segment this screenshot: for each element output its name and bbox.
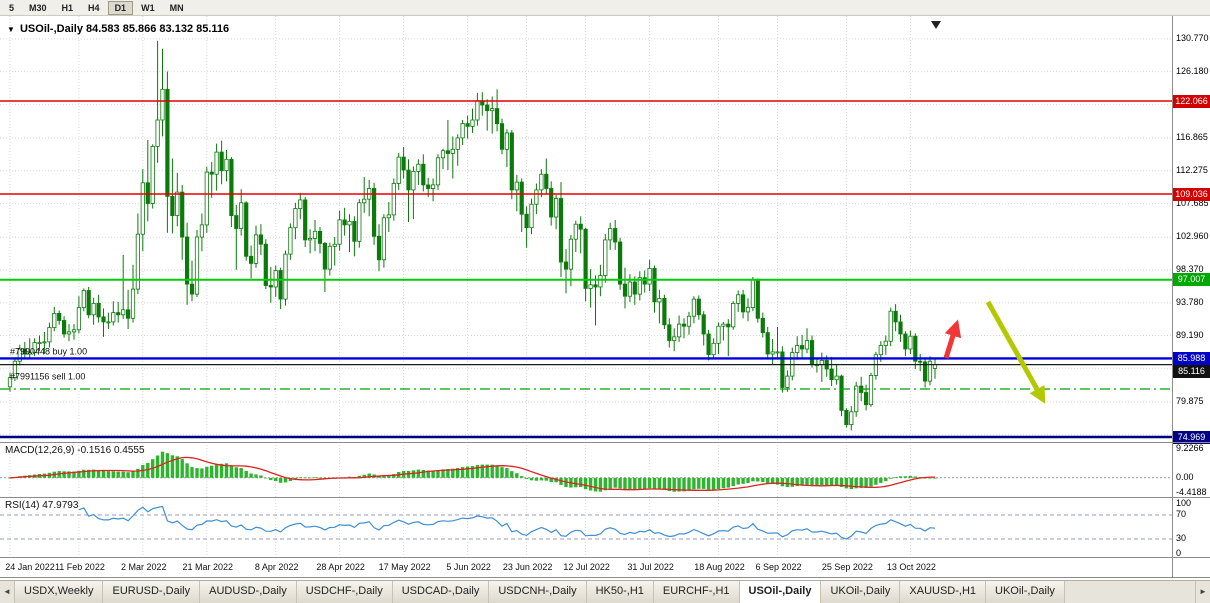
chart-shift-marker[interactable] xyxy=(931,21,941,29)
date-axis-label: 25 Sep 2022 xyxy=(821,562,873,572)
horizontal-lines-layer[interactable] xyxy=(0,100,1172,439)
chart-tab-usdchf-daily[interactable]: USDCHF-,Daily xyxy=(296,581,393,603)
date-axis-label: 31 Jul 2022 xyxy=(627,562,674,572)
price-chart[interactable]: #7990448 buy 1.00 #7991156 sell 1.00 xyxy=(0,16,1172,442)
timeframe-button-w1[interactable]: W1 xyxy=(141,2,155,13)
rsi-level-label: 30 xyxy=(1176,533,1187,543)
chart-tab-audusd-daily[interactable]: AUDUSD-,Daily xyxy=(200,581,297,603)
yellow-down-arrow[interactable] xyxy=(985,300,1046,404)
trade-order-label: #7990448 buy 1.00 xyxy=(10,346,87,356)
date-axis-label: 28 Apr 2022 xyxy=(316,562,365,572)
date-axis-label: 17 May 2022 xyxy=(378,562,431,572)
macd-scale-label: 0.00 xyxy=(1176,472,1194,482)
chart-tab-bar: ◄ USDX,Weekly EURUSD-,Daily AUDUSD-,Daily U… xyxy=(0,580,1210,603)
price-line-badge: 85.988 xyxy=(1173,351,1210,365)
chart-tab-ukoil-daily[interactable]: UKOil-,Daily xyxy=(821,581,901,603)
price-tick-label: 107.685 xyxy=(1176,197,1209,208)
date-axis-label: 5 Jun 2022 xyxy=(446,562,491,572)
price-tick-label: 79.875 xyxy=(1176,396,1204,406)
price-tick-label: 93.780 xyxy=(1176,296,1204,307)
pane-separator xyxy=(0,577,1210,578)
rsi-pane-label: RSI(14) 47.9793 xyxy=(5,500,78,511)
chart-tab-hk50-h1[interactable]: HK50-,H1 xyxy=(586,581,654,603)
date-axis-label: 18 Aug 2022 xyxy=(694,562,745,572)
time-axis[interactable]: 24 Jan 2022 11 Feb 2022 2 Mar 2022 21 Mar 2… xyxy=(0,558,1172,577)
price-line-badge: 85.116 xyxy=(1173,364,1210,378)
tab-scroll-right-icon[interactable]: ► xyxy=(1195,581,1210,603)
timeframe-button-mn[interactable]: MN xyxy=(169,2,184,13)
price-line-badge: 122.066 xyxy=(1173,94,1210,108)
timeframe-toolbar: 5 M30 H1 H4 D1 W1 MN xyxy=(0,0,1210,16)
chart-tab-eurusd-daily[interactable]: EURUSD-,Daily xyxy=(103,581,201,603)
price-axis[interactable]: 130.770 126.180 116.865 112.275 107.685 102.9… xyxy=(1173,16,1210,577)
price-tick-label: 116.865 xyxy=(1176,132,1208,143)
price-tick-label: 130.770 xyxy=(1176,32,1209,43)
chart-tab-usdcnh-daily[interactable]: USDCNH-,Daily xyxy=(489,581,587,603)
rsi-pane[interactable] xyxy=(0,497,1172,557)
candles-layer xyxy=(7,40,938,431)
rsi-indicator-name: RSI(14) xyxy=(5,500,40,511)
date-axis-label: 8 Apr 2022 xyxy=(254,562,299,572)
chart-tab-xauusd-h1[interactable]: XAUUSD-,H1 xyxy=(900,581,987,603)
price-tick-label: 98.370 xyxy=(1176,264,1204,274)
chart-tab-eurchf-h1[interactable]: EURCHF-,H1 xyxy=(653,581,740,603)
price-tick-label: 126.180 xyxy=(1176,65,1209,76)
pane-separator xyxy=(0,557,1210,558)
price-tick-label: 102.960 xyxy=(1176,231,1209,242)
price-line-badge: 74.969 xyxy=(1173,430,1210,444)
macd-pane[interactable] xyxy=(0,442,1172,497)
price-line-badge: 97.007 xyxy=(1173,273,1210,287)
date-axis-label: 13 Oct 2022 xyxy=(886,562,936,572)
macd-grid xyxy=(9,442,911,497)
timeframe-button-m30[interactable]: M30 xyxy=(29,2,47,13)
chart-tab-usdx-weekly[interactable]: USDX,Weekly xyxy=(15,581,104,603)
date-axis-label: 21 Mar 2022 xyxy=(182,562,234,572)
macd-scale-label: 9.2266 xyxy=(1176,443,1204,453)
price-tick-label: 112.275 xyxy=(1176,164,1208,175)
rsi-grid xyxy=(9,497,911,557)
trade-order-label: #7991156 sell 1.00 xyxy=(10,371,85,381)
tab-scroll-left-icon[interactable]: ◄ xyxy=(0,581,15,603)
chart-title: ▼ USOil-,Daily 84.583 85.866 83.132 85.1… xyxy=(7,23,229,35)
chart-tab-usoil-daily[interactable]: USOil-,Daily xyxy=(739,581,822,603)
date-axis-label: 2 Mar 2022 xyxy=(121,562,167,572)
chart-tab-ukoil-daily[interactable]: UKOil-,Daily xyxy=(986,581,1065,603)
rsi-level-label: 70 xyxy=(1176,509,1187,519)
macd-signal-line xyxy=(9,456,935,491)
rsi-level-label: 0 xyxy=(1176,548,1182,558)
pane-separator[interactable] xyxy=(0,442,1210,443)
price-tick-label: 89.190 xyxy=(1176,329,1204,340)
rsi-indicator-value: 47.9793 xyxy=(42,500,79,511)
axis-border xyxy=(1172,16,1173,577)
price-line-badge: 109.036 xyxy=(1173,187,1210,201)
macd-histogram xyxy=(8,451,937,492)
macd-indicator-values: -0.1516 0.4555 xyxy=(77,445,145,456)
date-axis-label: 23 Jun 2022 xyxy=(502,562,553,572)
timeframe-button-d1[interactable]: D1 xyxy=(107,0,134,15)
chart-tab-usdcad-daily[interactable]: USDCAD-,Daily xyxy=(392,581,490,603)
date-axis-label: 12 Jul 2022 xyxy=(563,562,610,572)
collapse-chart-icon[interactable]: ▼ xyxy=(7,25,15,34)
pane-separator[interactable] xyxy=(0,497,1210,498)
rsi-line xyxy=(78,505,936,540)
timeframe-button-h4[interactable]: H4 xyxy=(88,2,100,13)
macd-scale-label: -4.4188 xyxy=(1176,487,1207,497)
red-up-arrow[interactable] xyxy=(943,319,962,359)
chart-ohlc-values: 84.583 85.866 83.132 85.116 xyxy=(86,23,230,35)
timeframe-button-h1[interactable]: H1 xyxy=(61,2,74,13)
rsi-level-label: 100 xyxy=(1176,498,1192,508)
date-axis-label: 24 Jan 2022 xyxy=(5,562,55,572)
chart-symbol-label: USOil-,Daily xyxy=(19,23,83,35)
macd-pane-label: MACD(12,26,9) -0.1516 0.4555 xyxy=(5,445,145,456)
chart-tabs: USDX,Weekly EURUSD-,Daily AUDUSD-,Daily USD… xyxy=(15,581,1195,603)
timeframe-button-5[interactable]: 5 xyxy=(9,2,15,13)
date-axis-label: 6 Sep 2022 xyxy=(755,562,802,572)
date-axis-label: 11 Feb 2022 xyxy=(54,562,105,572)
macd-indicator-name: MACD(12,26,9) xyxy=(5,445,75,456)
